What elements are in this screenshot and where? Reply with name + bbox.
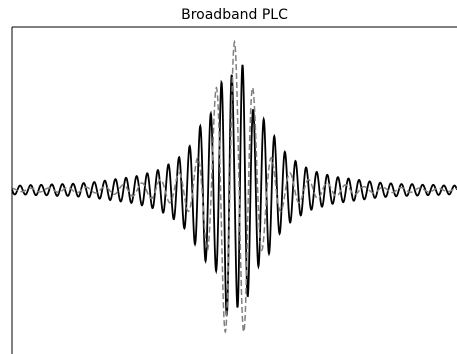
chart-title: Broadband PLC [181,7,288,23]
series-layer [11,39,457,334]
series-line-solid [11,64,457,316]
series-line-dashed [12,39,457,334]
